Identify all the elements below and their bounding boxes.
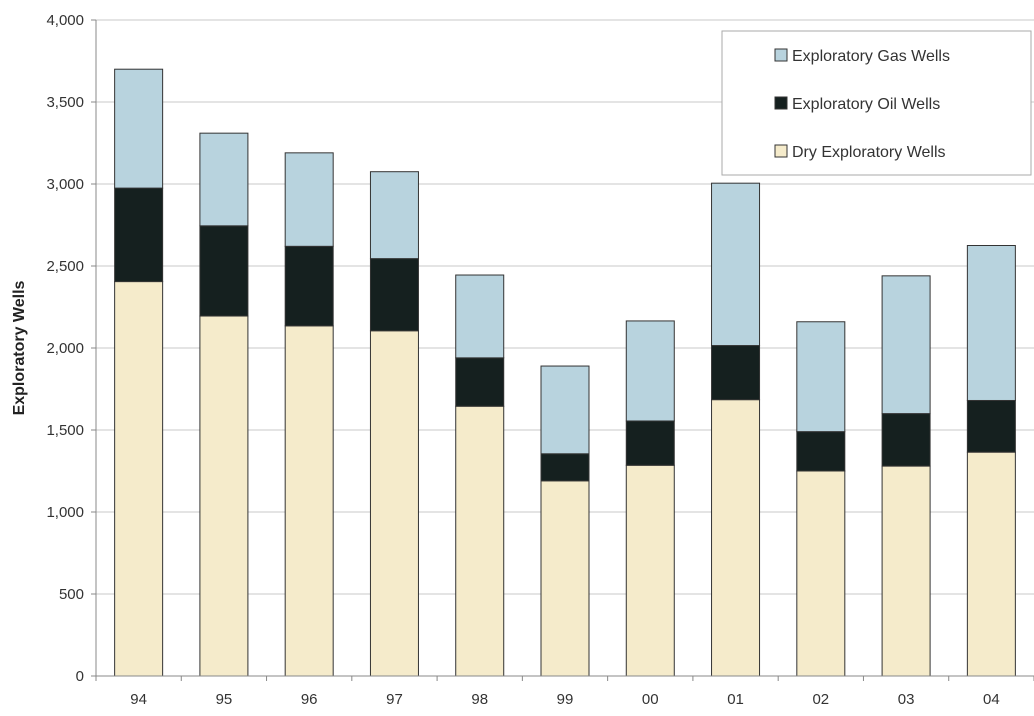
bar-segment bbox=[369, 171, 419, 260]
bar-stack bbox=[284, 152, 334, 677]
y-tick-labels: 0 500 1,000 1,500 2,000 2,500 3,000 3,500 4,000 bbox=[46, 12, 84, 685]
x-tick-label: 94 bbox=[130, 691, 147, 708]
x-tick-label: 04 bbox=[983, 691, 1000, 708]
bar-segment bbox=[455, 405, 505, 677]
bar-segment bbox=[711, 345, 761, 401]
bar-segment bbox=[369, 258, 419, 332]
legend-label: Dry Exploratory Wells bbox=[792, 144, 946, 161]
bar-segment bbox=[796, 321, 846, 433]
legend-box bbox=[721, 30, 1032, 176]
bar-stack bbox=[114, 68, 164, 677]
bar-stack bbox=[711, 182, 761, 677]
bar-segment bbox=[284, 325, 334, 677]
legend-swatch bbox=[774, 144, 788, 158]
bar-segment bbox=[199, 225, 249, 317]
bar-segment bbox=[966, 399, 1016, 453]
bar-segment bbox=[966, 451, 1016, 677]
x-tick-label: 00 bbox=[642, 691, 659, 708]
bar-segment bbox=[540, 365, 590, 455]
x-tick-label: 96 bbox=[301, 691, 318, 708]
x-tick-label: 97 bbox=[386, 691, 403, 708]
axes bbox=[91, 19, 1034, 681]
y-tick-label: 2,000 bbox=[46, 340, 84, 357]
x-tick-label: 01 bbox=[727, 691, 744, 708]
bar-segment bbox=[199, 315, 249, 677]
bar-stack bbox=[455, 274, 505, 677]
bar-stack bbox=[881, 275, 931, 677]
bar-segment bbox=[796, 470, 846, 677]
bar-segment bbox=[114, 68, 164, 189]
x-tick-label: 99 bbox=[557, 691, 574, 708]
bar-segment bbox=[625, 420, 675, 466]
bar-stack bbox=[199, 132, 249, 677]
legend-label: Exploratory Oil Wells bbox=[792, 96, 940, 113]
bar-stack bbox=[966, 245, 1016, 677]
bar-segment bbox=[625, 464, 675, 677]
bar-segment bbox=[966, 245, 1016, 401]
y-axis-title: Exploratory Wells bbox=[11, 280, 28, 415]
y-tick-label: 3,500 bbox=[46, 94, 84, 111]
bar-segment bbox=[540, 453, 590, 482]
x-tick-label: 02 bbox=[812, 691, 829, 708]
bar-segment bbox=[711, 399, 761, 677]
legend-item: Exploratory Oil Wells bbox=[774, 96, 940, 113]
legend-swatch bbox=[774, 48, 788, 62]
x-tick-labels: 94 95 96 97 98 99 00 01 02 03 04 bbox=[130, 691, 999, 708]
bar-segment bbox=[711, 182, 761, 347]
bar-segment bbox=[199, 132, 249, 227]
legend: Exploratory Gas Wells Exploratory Oil Wel… bbox=[721, 30, 1032, 176]
bar-segment bbox=[796, 431, 846, 472]
y-tick-label: 4,000 bbox=[46, 12, 84, 29]
bar-segment bbox=[455, 274, 505, 359]
y-tick-label: 3,000 bbox=[46, 176, 84, 193]
bar-segment bbox=[284, 152, 334, 247]
legend-item: Exploratory Gas Wells bbox=[774, 48, 950, 65]
bar-segment bbox=[881, 465, 931, 677]
y-tick-label: 2,500 bbox=[46, 258, 84, 275]
bar-segment bbox=[881, 413, 931, 467]
legend-label: Exploratory Gas Wells bbox=[792, 48, 950, 65]
y-tick-label: 0 bbox=[76, 668, 84, 685]
bar-segment bbox=[284, 245, 334, 327]
bar-segment bbox=[625, 320, 675, 422]
bar-segment bbox=[114, 187, 164, 283]
y-tick-label: 500 bbox=[59, 586, 84, 603]
y-tick-label: 1,000 bbox=[46, 504, 84, 521]
legend-item: Dry Exploratory Wells bbox=[774, 144, 946, 161]
x-tick-label: 98 bbox=[471, 691, 488, 708]
bar-segment bbox=[369, 330, 419, 677]
bar-stack bbox=[796, 321, 846, 677]
bar-stack bbox=[369, 171, 419, 677]
x-tick-label: 03 bbox=[898, 691, 915, 708]
bar-segment bbox=[114, 281, 164, 677]
y-tick-label: 1,500 bbox=[46, 422, 84, 439]
bar-segment bbox=[455, 357, 505, 407]
legend-swatch bbox=[774, 96, 788, 110]
x-tick-label: 95 bbox=[216, 691, 233, 708]
bar-stack bbox=[540, 365, 590, 677]
bars bbox=[114, 68, 1016, 677]
bar-segment bbox=[881, 275, 931, 415]
bar-segment bbox=[540, 480, 590, 677]
bar-stack bbox=[625, 320, 675, 677]
